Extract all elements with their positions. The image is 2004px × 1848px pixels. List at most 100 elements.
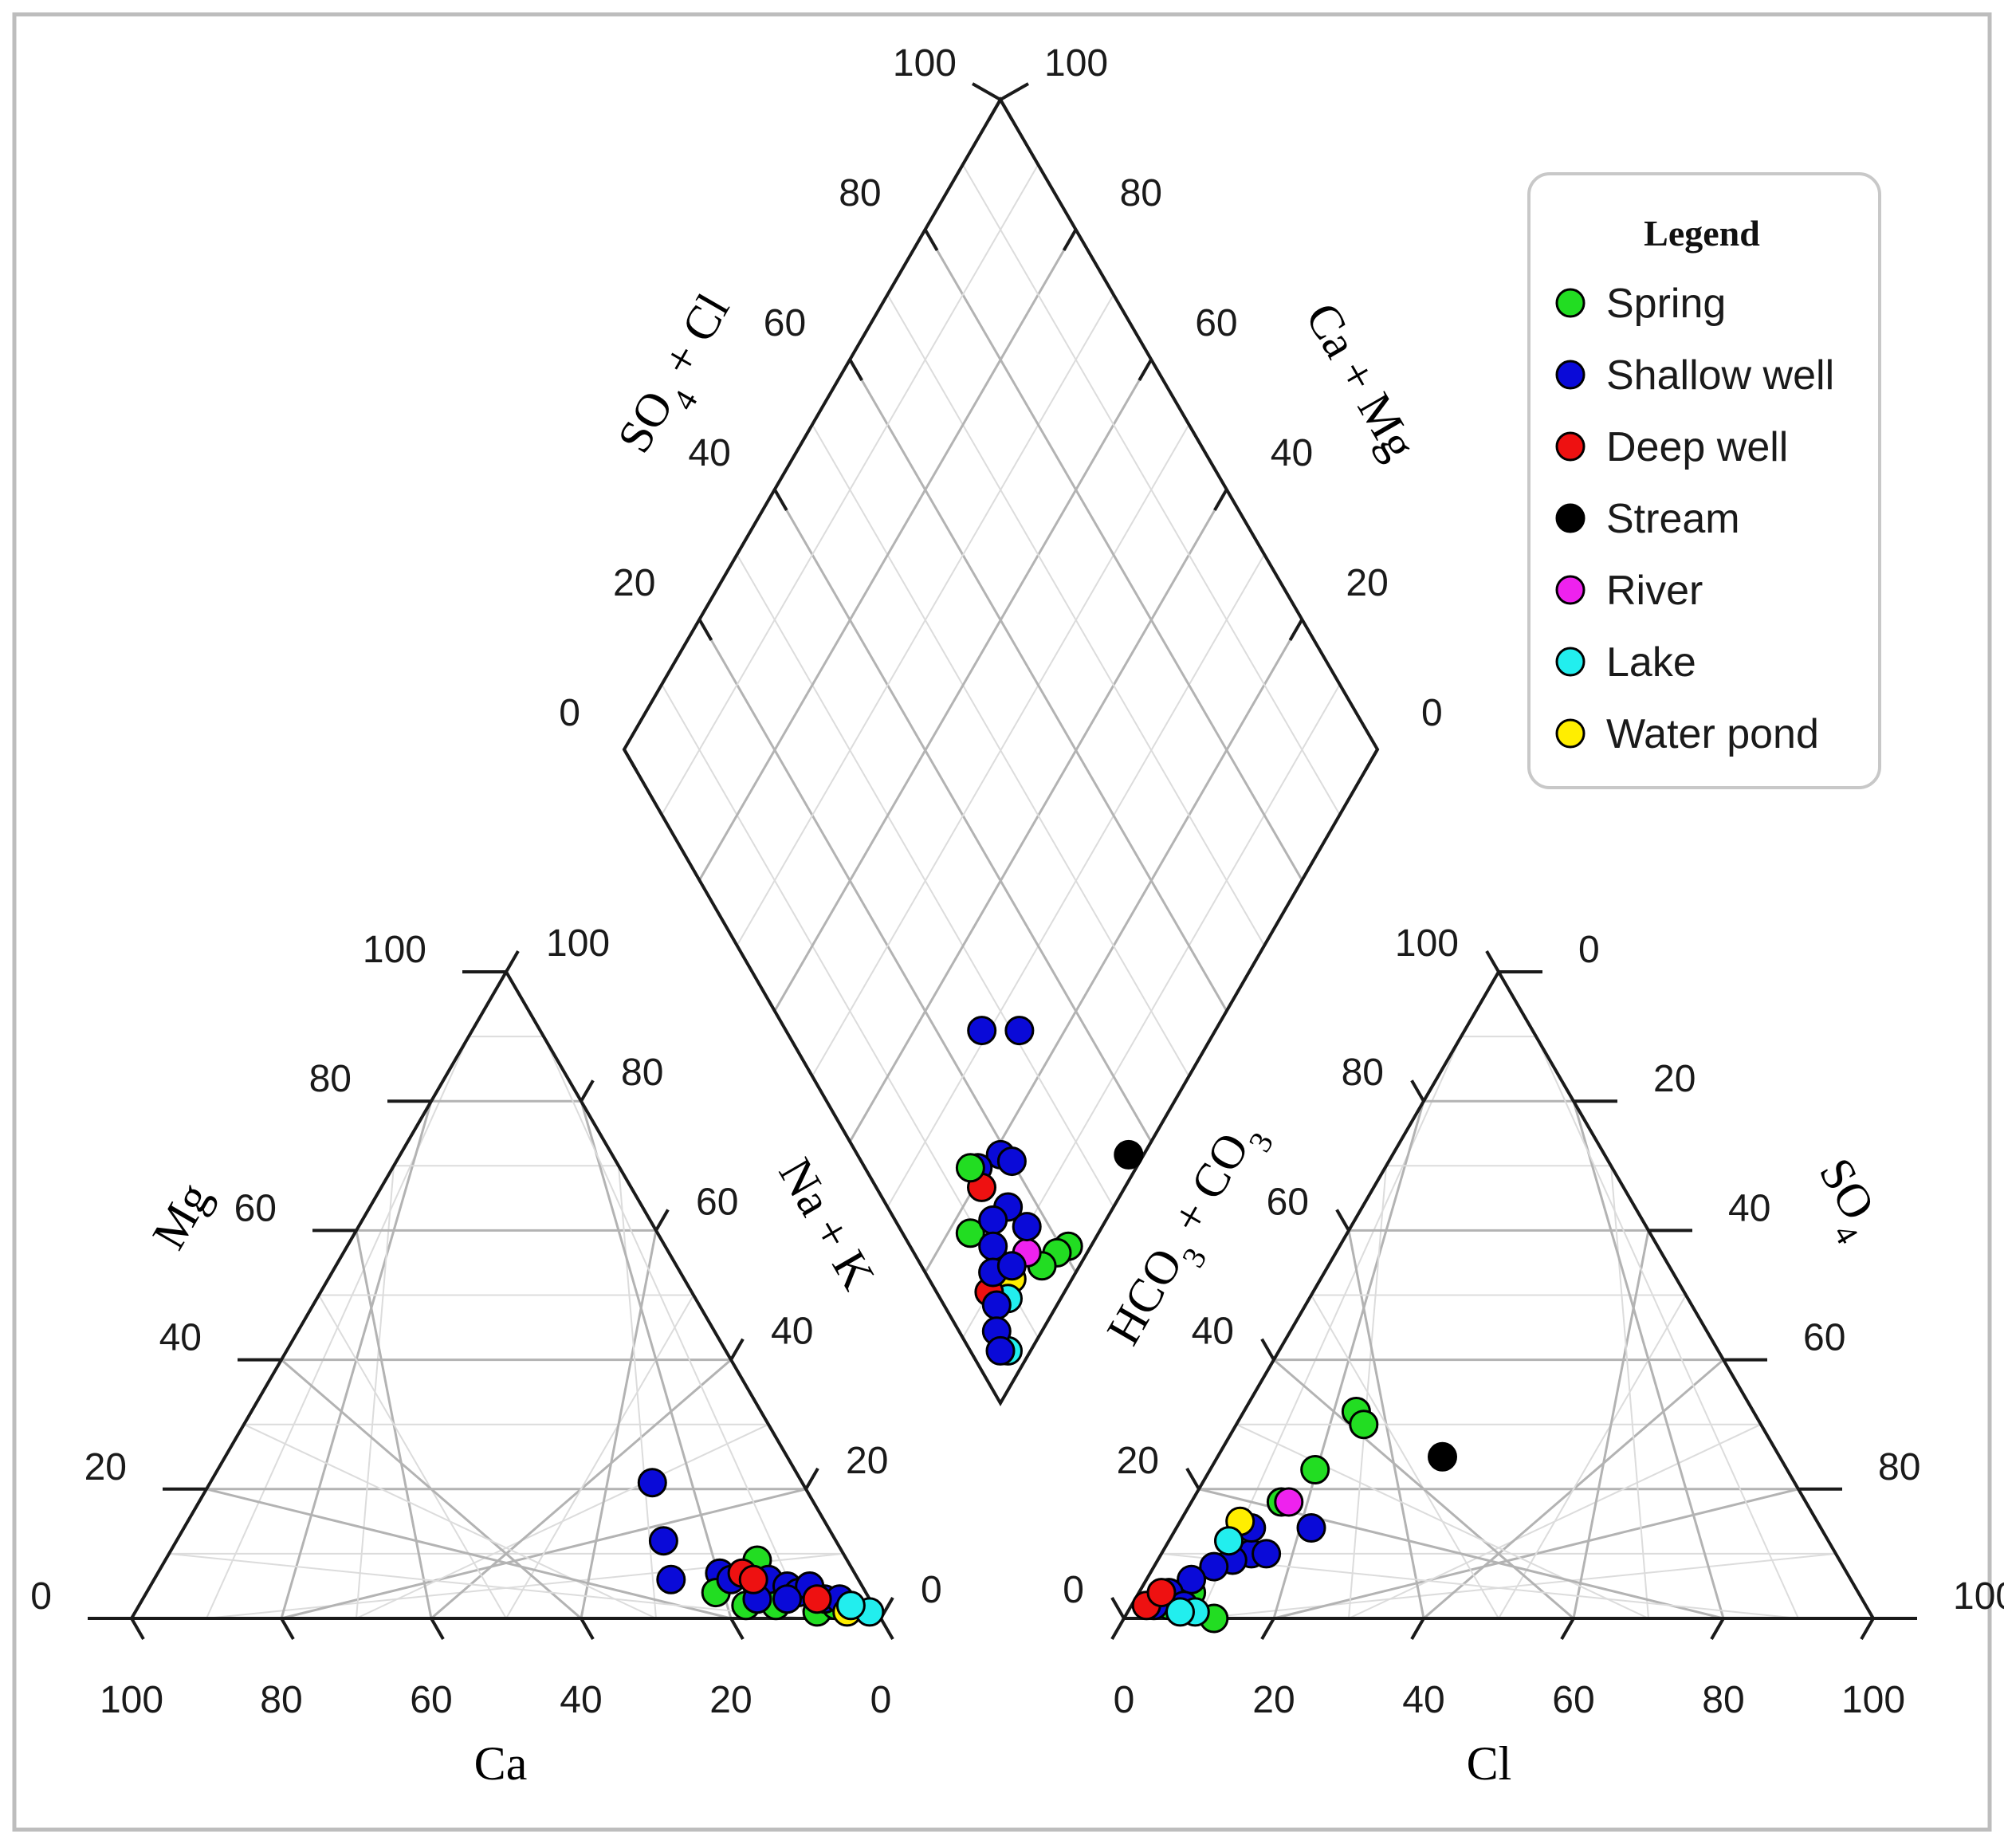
cation-left-tick-label: 80: [309, 1058, 352, 1100]
diamond-upper-left-tick-label: 100: [893, 42, 957, 85]
diamond-upper-left-tick-label: 60: [764, 302, 806, 344]
anion-bottom-tick: [1560, 1617, 1575, 1640]
legend-marker: [1555, 718, 1586, 749]
cation-data-point: [738, 1564, 768, 1594]
anion-data-point: [1146, 1578, 1177, 1608]
cation-right-tick-label: 80: [621, 1052, 663, 1094]
legend-box: [1527, 172, 1881, 789]
legend-title: Legend: [1644, 213, 1760, 254]
anion-left-tick: [1335, 1209, 1350, 1232]
anion-bottom-tick-label: 80: [1702, 1679, 1744, 1721]
diamond-upper-left-tick: [923, 228, 939, 251]
anion-left-tick-label: 0: [1063, 1569, 1084, 1611]
diamond-upper-left-tick: [773, 488, 788, 511]
anion-bottom-tick: [1110, 1617, 1126, 1640]
anion-right-tick-label: 60: [1803, 1317, 1845, 1359]
diamond-data-point: [955, 1153, 985, 1183]
cation-bottom-tick-label: 100: [100, 1679, 163, 1721]
cation-data-point: [802, 1584, 832, 1614]
cation-bottom-tick-label: 20: [709, 1679, 752, 1721]
cation-bottom-tick-label: 0: [870, 1679, 892, 1721]
cation-triangle-outline: [128, 969, 884, 1620]
cation-data-point: [637, 1468, 667, 1498]
anion-triangle-gridline: [1273, 1358, 1574, 1620]
cation-bottom-tick: [580, 1617, 595, 1640]
diamond-upper-left-tick-label: 0: [559, 692, 580, 734]
diamond-upper-right-tick-label: 80: [1120, 172, 1162, 214]
diamond-upper-right-tick: [1213, 488, 1228, 511]
anion-triangle-gridline: [1498, 1294, 1687, 1619]
diamond-upper-left-tick: [697, 618, 713, 641]
anion-right-tick-label: 100: [1953, 1575, 2004, 1618]
cation-data-point: [648, 1526, 678, 1556]
diamond-gridline: [961, 163, 1341, 816]
anion-data-point: [1165, 1597, 1195, 1627]
legend-label: Stream: [1606, 496, 1740, 542]
anion-data-point: [1296, 1513, 1326, 1543]
cation-bottom-tick-label: 80: [260, 1679, 302, 1721]
legend-label: River: [1606, 568, 1703, 614]
anion-data-point: [1300, 1455, 1330, 1484]
anion-bottom-tick: [1860, 1617, 1875, 1640]
cation-triangle-gridline: [281, 1358, 582, 1620]
anion-left-tick: [1260, 1338, 1275, 1361]
cation-bottom-tick-label: 40: [560, 1679, 602, 1721]
cation-left-tick-label: 0: [30, 1575, 52, 1618]
diamond-upper-right-tick-label: 0: [1421, 692, 1443, 734]
cation-triangle-gridline: [580, 1230, 658, 1619]
diamond-upper-left-tick-label: 20: [613, 562, 655, 604]
diamond-upper-right-tick: [1364, 748, 1379, 771]
cation-bottom-tick: [430, 1617, 445, 1640]
cation-left-tick-label: 60: [234, 1187, 277, 1229]
diamond-upper-left-tick: [848, 358, 863, 381]
cation-bottom-axis-label: Ca: [474, 1737, 528, 1790]
anion-left-tick: [1485, 950, 1500, 973]
cation-bottom-tick: [130, 1617, 145, 1640]
diamond-data-point: [1004, 1016, 1035, 1046]
cation-right-tick: [654, 1209, 670, 1232]
legend-label: Deep well: [1606, 424, 1788, 470]
diamond-gridline: [886, 293, 1265, 946]
cation-right-tick-label: 0: [921, 1569, 942, 1611]
anion-right-tick-label: 40: [1728, 1187, 1770, 1229]
legend-label: Spring: [1606, 281, 1726, 327]
diamond-data-point: [1012, 1212, 1042, 1242]
anion-bottom-tick: [1710, 1617, 1725, 1640]
anion-triangle-gridline: [1310, 1294, 1499, 1619]
legend-label: Water pond: [1606, 711, 1819, 757]
anion-data-point: [1199, 1551, 1229, 1582]
anion-left-tick-label: 40: [1192, 1311, 1234, 1353]
cation-right-tick: [729, 1338, 745, 1361]
legend-marker: [1555, 647, 1586, 677]
anion-data-point: [1274, 1487, 1304, 1517]
diamond-gridline: [924, 229, 1303, 881]
diamond-gridline: [811, 423, 1190, 1077]
diamond-data-point: [996, 1146, 1027, 1177]
cation-left-tick-label: 100: [363, 929, 426, 971]
diamond-data-point: [981, 1290, 1012, 1320]
diamond-upper-right-tick-label: 100: [1044, 42, 1108, 85]
diamond-upper-right-tick: [1288, 618, 1304, 641]
diamond-data-point: [967, 1016, 997, 1046]
diamond-gridline: [848, 359, 1228, 1012]
diamond-upper-left-tick-label: 40: [688, 432, 730, 474]
legend-label: Lake: [1606, 639, 1696, 686]
anion-data-point: [1349, 1410, 1379, 1440]
diamond-top-tick: [972, 82, 1001, 101]
legend: Legend Spring Shallow well Deep well Stream…: [1527, 172, 1881, 789]
anion-left-tick-label: 100: [1395, 922, 1459, 965]
diamond-gridline: [661, 163, 1039, 816]
diamond-upper-left-tick: [999, 98, 1014, 121]
diamond-data-point: [955, 1218, 985, 1248]
diamond-gridline: [736, 293, 1114, 946]
diamond-gridline: [698, 229, 1077, 881]
legend-marker: [1555, 288, 1586, 318]
legend-marker: [1555, 503, 1586, 533]
anion-triangle-gridline: [1610, 1166, 1649, 1619]
cation-triangle-gridline: [505, 1294, 694, 1619]
cation-data-point: [835, 1590, 866, 1621]
cation-triangle-gridline: [318, 1294, 507, 1619]
anion-left-tick-label: 80: [1342, 1052, 1384, 1094]
diamond-upper-right-tick-label: 20: [1346, 562, 1388, 604]
